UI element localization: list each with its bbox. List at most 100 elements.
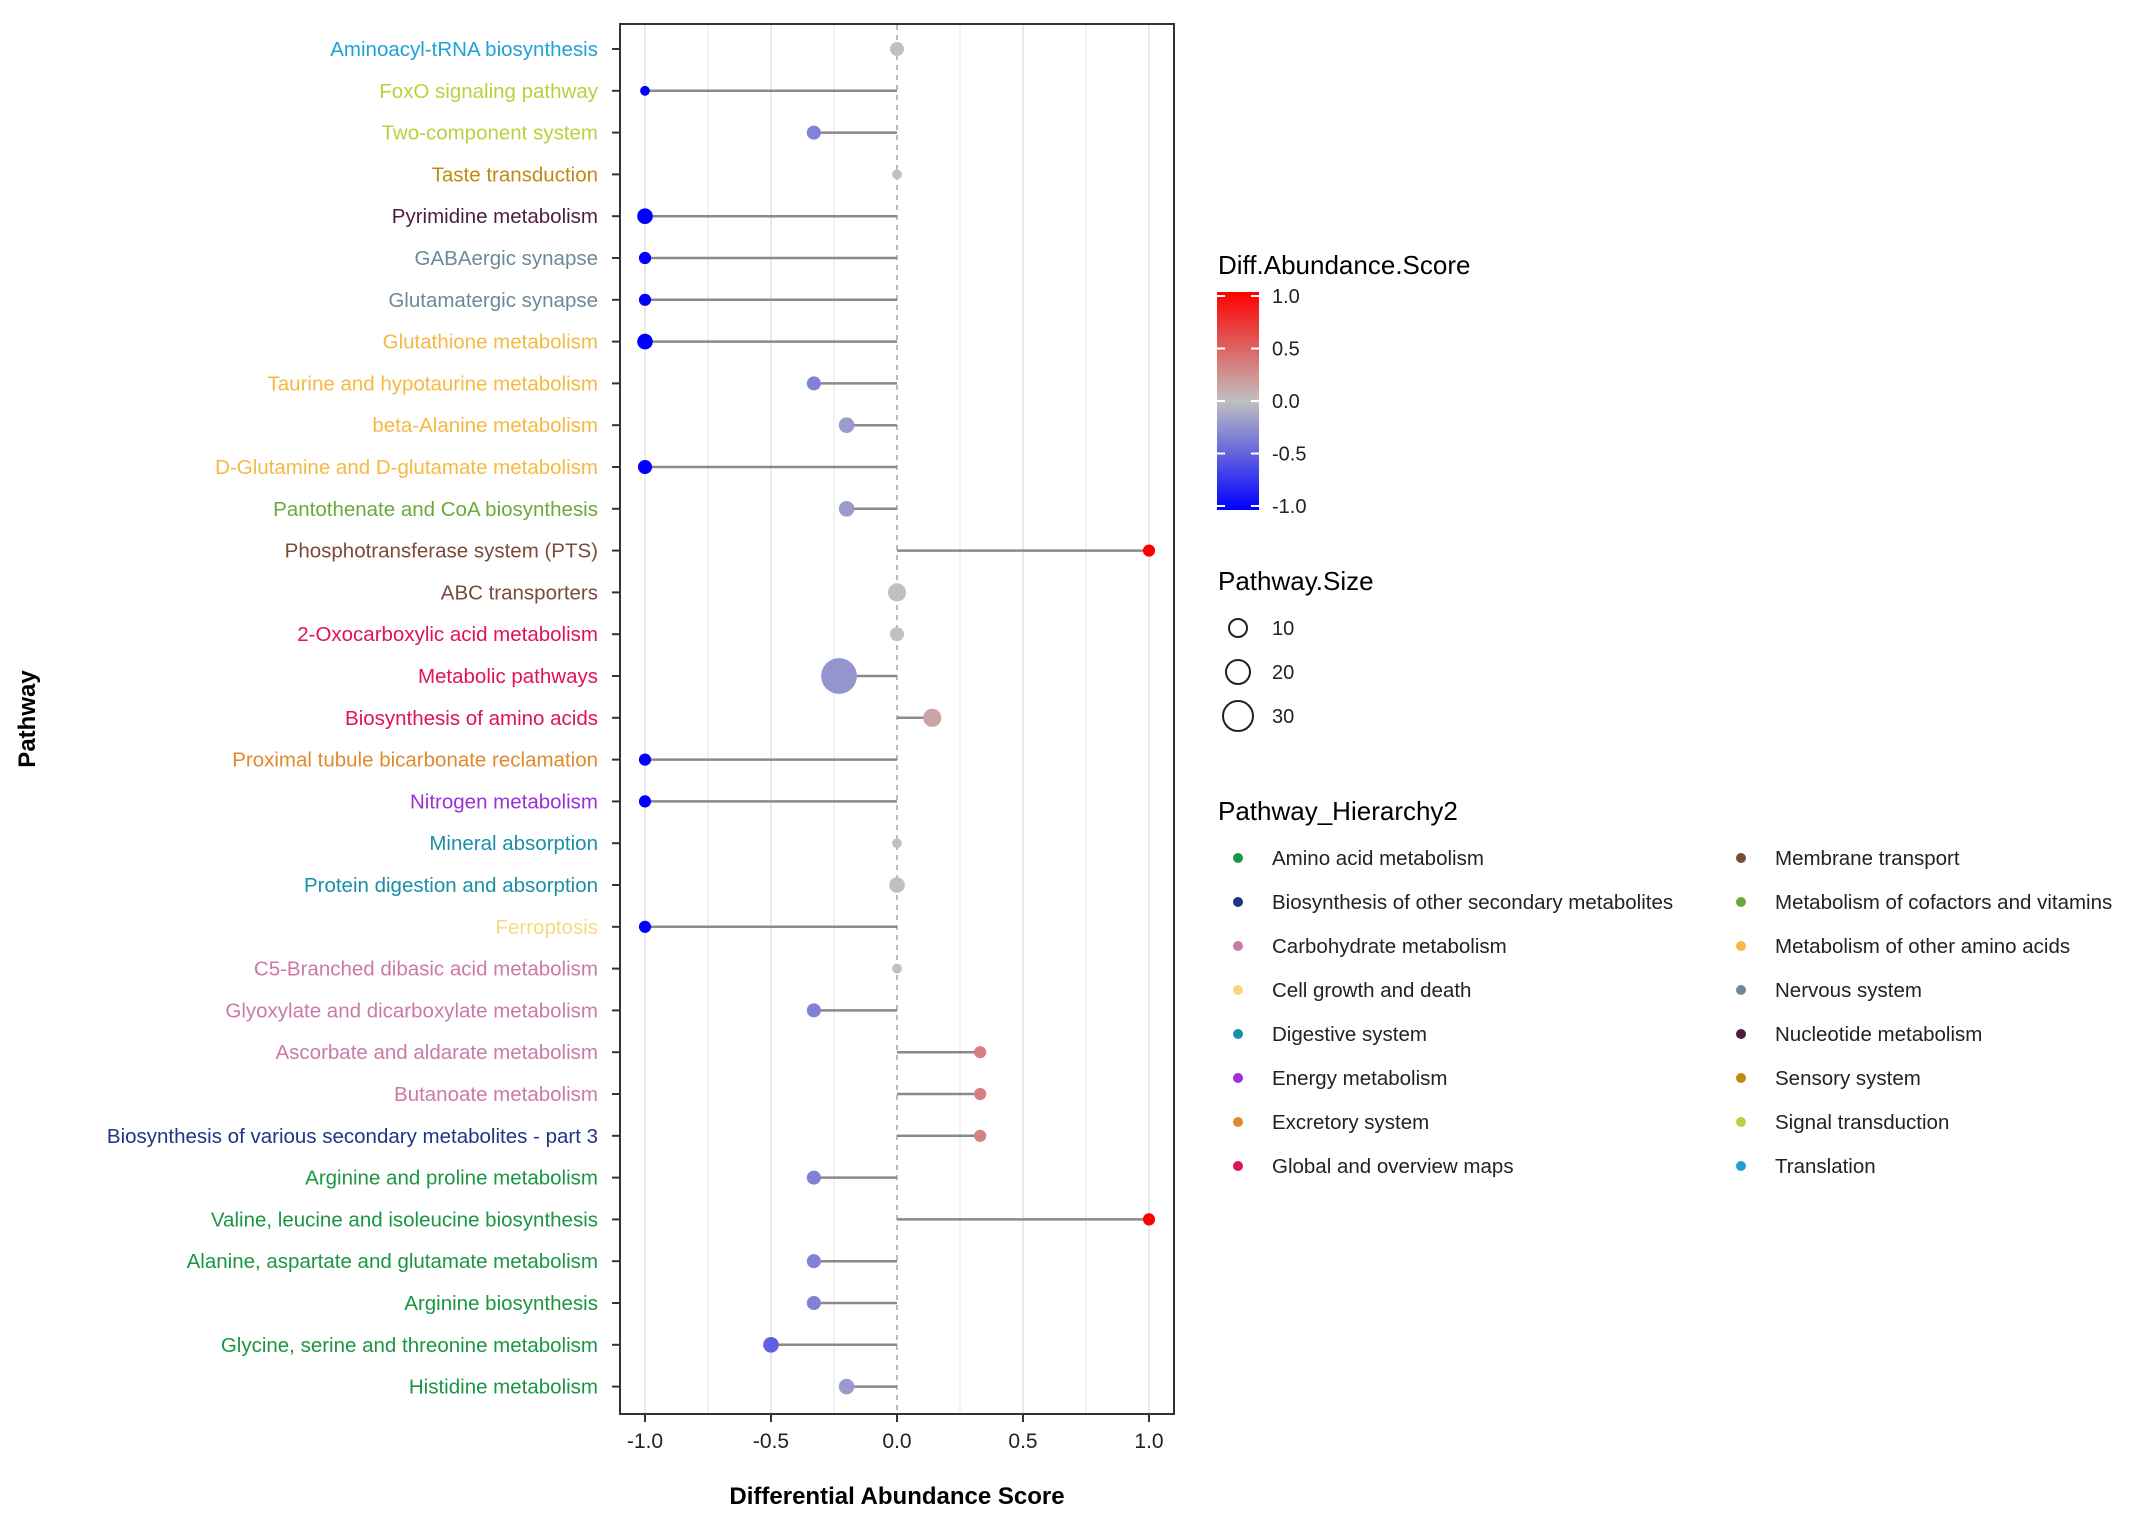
pathway-label: Biosynthesis of amino acids — [345, 707, 598, 730]
hierarchy-legend-dot — [1736, 985, 1746, 995]
pathway-label: Pantothenate and CoA biosynthesis — [273, 498, 598, 521]
size-legend-items: 10 20 30 — [1222, 618, 1294, 732]
hierarchy-legend-title: Pathway_Hierarchy2 — [1218, 796, 1458, 826]
pathway-label: Biosynthesis of various secondary metabo… — [107, 1125, 598, 1148]
pathway-dot — [637, 333, 653, 350]
pathway-label: Metabolic pathways — [418, 665, 598, 688]
pathway-label: Ascorbate and aldarate metabolism — [276, 1041, 599, 1064]
pathway-dot — [806, 376, 821, 391]
color-bar-ticks: 1.0 0.5 0.0 -0.5 -1.0 — [1217, 286, 1306, 518]
pathway-dot — [640, 85, 650, 96]
pathway-dot — [889, 41, 905, 57]
hierarchy-legend-dot — [1233, 897, 1243, 907]
hierarchy-legend-dot — [1233, 1073, 1243, 1083]
color-bar-tick-label: 0.5 — [1272, 339, 1300, 361]
hierarchy-legend-dot — [1736, 1117, 1746, 1127]
pathway-label: 2-Oxocarboxylic acid metabolism — [297, 623, 598, 646]
pathway-dot — [806, 1254, 821, 1269]
stems — [645, 89, 1149, 1388]
pathway-label: GABAergic synapse — [415, 247, 598, 270]
pathway-label: FoxO signaling pathway — [379, 80, 599, 103]
x-tick-label: -1.0 — [627, 1430, 663, 1453]
pathway-dot — [887, 583, 907, 602]
hierarchy-legend-dot — [1736, 1029, 1746, 1039]
pathway-label: Alanine, aspartate and glutamate metabol… — [187, 1250, 598, 1273]
pathway-dot — [838, 417, 855, 434]
size-legend-label: 20 — [1272, 662, 1294, 684]
x-axis-title: Differential Abundance Score — [729, 1483, 1064, 1510]
pathway-label: Protein digestion and absorption — [304, 874, 598, 897]
hierarchy-legend-label: Sensory system — [1775, 1067, 1921, 1090]
hierarchy-legend-label: Biosynthesis of other secondary metaboli… — [1272, 891, 1673, 914]
hierarchy-legend-label: Membrane transport — [1775, 847, 1960, 870]
pathway-label: Arginine and proline metabolism — [305, 1167, 598, 1190]
hierarchy-legend-label: Excretory system — [1272, 1111, 1429, 1134]
y-axis-title: Pathway — [14, 670, 41, 768]
pathway-dot — [892, 963, 902, 974]
pathway-label: Glutathione metabolism — [383, 331, 598, 354]
hierarchy-legend-label: Signal transduction — [1775, 1111, 1949, 1134]
pathway-label: Taste transduction — [432, 163, 598, 186]
pathway-dot — [1142, 544, 1156, 557]
pathway-dot — [806, 125, 821, 140]
pathway-labels: Aminoacyl-tRNA biosynthesis FoxO signalin… — [107, 38, 620, 1399]
pathway-dot — [638, 795, 652, 808]
size-legend-circle — [1222, 700, 1254, 732]
pathway-dot — [806, 1003, 821, 1018]
color-legend-title: Diff.Abundance.Score — [1218, 250, 1470, 280]
pathway-label: C5-Branched dibasic acid metabolism — [254, 958, 598, 981]
pathway-label: Proximal tubule bicarbonate reclamation — [232, 749, 598, 772]
pathway-label: Histidine metabolism — [409, 1376, 598, 1399]
color-legend: Diff.Abundance.Score 1.0 0.5 0.0 -0.5 -1.0 — [1217, 250, 1470, 518]
pathway-label: Butanoate metabolism — [394, 1083, 598, 1106]
pathway-dot — [923, 708, 942, 727]
hierarchy-legend-dot — [1736, 853, 1746, 863]
pathway-dot — [838, 1378, 855, 1395]
pathway-dot — [889, 877, 905, 893]
pathway-dot — [806, 1295, 821, 1311]
hierarchy-legend-dot — [1233, 853, 1243, 863]
hierarchy-legend-dot — [1233, 1029, 1243, 1039]
pathway-label: Two-component system — [382, 122, 598, 145]
x-tick-label: -0.5 — [753, 1430, 789, 1453]
hierarchy-legend-dot — [1233, 1161, 1243, 1171]
pathway-label: ABC transporters — [441, 581, 598, 604]
size-legend-label: 10 — [1272, 618, 1294, 640]
pathway-label: Arginine biosynthesis — [404, 1292, 598, 1315]
pathway-dot — [1142, 1213, 1156, 1226]
pathway-label: Pyrimidine metabolism — [392, 205, 598, 228]
pathway-label: Phosphotransferase system (PTS) — [285, 540, 598, 563]
color-bar-tick-label: 0.0 — [1272, 391, 1300, 413]
hierarchy-legend-label: Amino acid metabolism — [1272, 847, 1484, 870]
pathway-dot — [638, 753, 652, 766]
hierarchy-legend-label: Carbohydrate metabolism — [1272, 935, 1507, 958]
hierarchy-legend-label: Nervous system — [1775, 979, 1922, 1002]
pathway-label: Glutamatergic synapse — [388, 289, 598, 312]
hierarchy-legend-dot — [1736, 1073, 1746, 1083]
pathway-label: Ferroptosis — [495, 916, 598, 939]
pathway-dot — [806, 1170, 821, 1185]
color-bar-tick-label: -0.5 — [1272, 444, 1306, 466]
hierarchy-legend-dot — [1233, 941, 1243, 951]
hierarchy-legend-label: Cell growth and death — [1272, 979, 1471, 1002]
dots — [637, 41, 1156, 1395]
hierarchy-legend-dot — [1736, 897, 1746, 907]
size-legend: Pathway.Size 10 20 30 — [1218, 566, 1374, 732]
pathway-dot — [763, 1337, 779, 1353]
pathway-dot — [637, 459, 653, 475]
hierarchy-legend-dot — [1736, 1161, 1746, 1171]
pathway-label: Taurine and hypotaurine metabolism — [268, 372, 598, 395]
x-tick-label: 1.0 — [1134, 1430, 1163, 1453]
pathway-dot — [974, 1087, 987, 1101]
x-axis: -1.0 -0.5 0.0 0.5 1.0 — [627, 1414, 1164, 1453]
pathway-dot — [638, 293, 652, 306]
size-legend-circle — [1228, 618, 1248, 638]
hierarchy-legend-label: Digestive system — [1272, 1023, 1427, 1046]
pathway-dot — [889, 627, 905, 642]
hierarchy-legend-label: Energy metabolism — [1272, 1067, 1447, 1090]
pathway-label: Glyoxylate and dicarboxylate metabolism — [225, 999, 598, 1022]
pathway-dot — [892, 838, 902, 849]
color-bar-tick-label: 1.0 — [1272, 286, 1300, 308]
hierarchy-legend: Pathway_Hierarchy2 Amino acid metabolism… — [1218, 796, 2112, 1178]
